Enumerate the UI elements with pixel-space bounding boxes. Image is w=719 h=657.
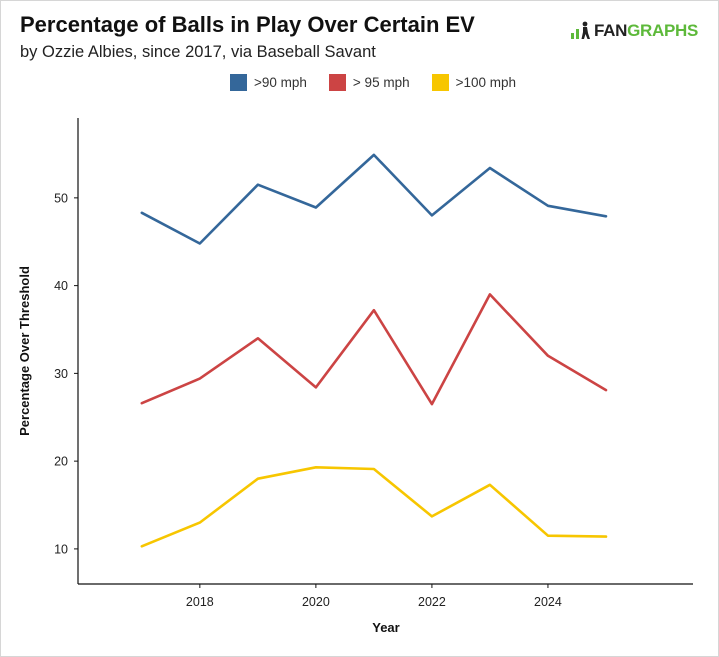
series-line-2 — [140, 293, 608, 406]
legend-item-3: >100 mph — [431, 74, 517, 91]
legend-item-1: >90 mph — [230, 74, 307, 91]
legend-item-2: > 95 mph — [328, 74, 410, 91]
x-tick-label: 2018 — [186, 595, 214, 609]
fangraphs-logo: FAN GRAPHS — [570, 20, 698, 42]
legend-label: > 95 mph — [352, 75, 410, 90]
legend-label: >90 mph — [254, 75, 307, 90]
axes: 10 20 30 40 50 2018 2020 2022 2024 — [54, 118, 693, 609]
legend-swatch — [328, 74, 346, 91]
legend-swatch — [431, 74, 449, 91]
y-tick-label: 50 — [54, 191, 68, 205]
chart-subtitle: by Ozzie Albies, since 2017, via Basebal… — [20, 43, 376, 61]
y-tick-label: 30 — [54, 367, 68, 381]
x-tick-label: 2024 — [534, 595, 562, 609]
x-tick-label: 2022 — [418, 595, 446, 609]
fangraphs-logo-icon — [571, 21, 590, 39]
x-tick-label: 2020 — [302, 595, 330, 609]
y-tick-label: 40 — [54, 279, 68, 293]
x-axis-title: Year — [372, 620, 399, 635]
legend-label: >100 mph — [455, 75, 517, 90]
legend-swatch — [230, 74, 247, 91]
series-layer — [140, 153, 608, 548]
series-line-1 — [140, 153, 608, 245]
logo-text-fan: FAN — [594, 21, 628, 40]
logo-text-graphs: GRAPHS — [627, 21, 699, 40]
y-tick-label: 20 — [54, 455, 68, 469]
series-line-3 — [140, 465, 608, 548]
chart-title: Percentage of Balls in Play Over Certain… — [20, 12, 475, 37]
chart-legend: >90 mph > 95 mph >100 mph — [230, 74, 538, 91]
y-axis-title: Percentage Over Threshold — [17, 266, 32, 436]
y-tick-label: 10 — [54, 542, 68, 556]
